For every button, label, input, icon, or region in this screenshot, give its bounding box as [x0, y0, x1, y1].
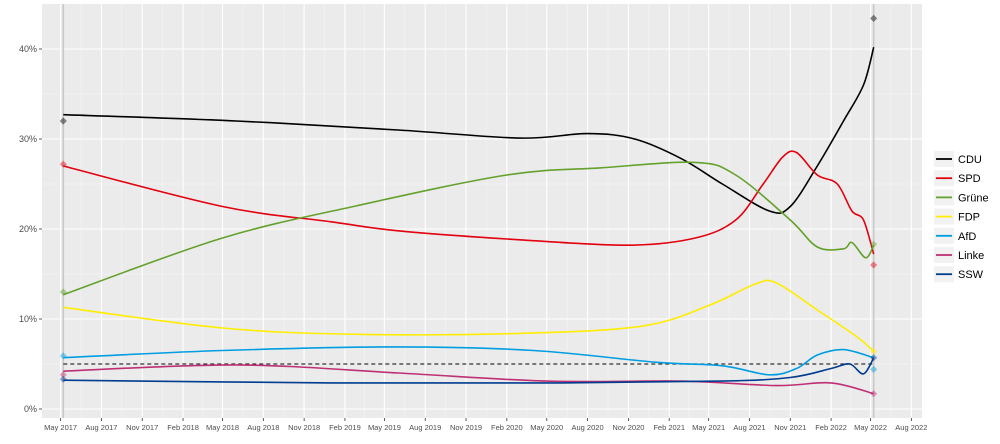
x-tick-label: Nov 2019: [450, 423, 482, 432]
x-tick-label: Nov 2020: [612, 423, 644, 432]
x-tick-label: Nov 2017: [126, 423, 158, 432]
x-tick-label: Feb 2022: [815, 423, 847, 432]
result-marker-afd: [870, 365, 878, 373]
x-tick-label: Feb 2021: [653, 423, 685, 432]
series-line-spd: [63, 150, 875, 255]
x-tick-label: Aug 2021: [733, 423, 765, 432]
legend-label-cdu: CDU: [958, 154, 982, 166]
series-line-gr-ne: [63, 161, 875, 296]
x-tick-label: Feb 2019: [329, 423, 361, 432]
series-line-afd: [63, 346, 874, 376]
x-tick-label: Aug 2020: [572, 423, 604, 432]
x-tick-label: Nov 2021: [774, 423, 806, 432]
result-marker-linke: [870, 390, 878, 398]
legend-label-spd: SPD: [958, 173, 981, 185]
x-tick-label: May 2019: [368, 423, 401, 432]
x-tick-label: Aug 2019: [409, 423, 441, 432]
result-marker-spd: [59, 160, 67, 168]
series-line-ssw: [63, 357, 875, 384]
legend-label-ssw: SSW: [958, 269, 984, 281]
x-tick-label: May 2018: [206, 423, 239, 432]
series-line-linke: [63, 364, 874, 395]
x-tick-label: Feb 2018: [167, 423, 199, 432]
x-tick-label: May 2020: [530, 423, 563, 432]
x-tick-label: Aug 2018: [247, 423, 279, 432]
result-marker-fdp: [870, 347, 878, 355]
y-tick-label: 20%: [19, 224, 37, 234]
result-marker-cdu: [59, 117, 67, 125]
result-marker-gr-ne: [870, 240, 878, 248]
series-line-cdu: [63, 46, 875, 215]
y-tick-label: 40%: [19, 44, 37, 54]
x-tick-label: May 2017: [44, 423, 77, 432]
result-marker-cdu: [870, 14, 878, 22]
x-tick-label: May 2021: [692, 423, 725, 432]
x-tick-label: Feb 2020: [491, 423, 523, 432]
x-tick-label: Aug 2017: [85, 423, 117, 432]
legend-label-linke: Linke: [958, 250, 984, 262]
legend-label-fdp: FDP: [958, 212, 980, 224]
y-tick-label: 30%: [19, 134, 37, 144]
result-marker-gr-ne: [59, 288, 67, 296]
grid-lines: [42, 4, 922, 418]
x-tick-label: Nov 2018: [288, 423, 320, 432]
y-tick-label: 0%: [24, 404, 37, 414]
result-marker-spd: [870, 261, 878, 269]
x-tick-label: Aug 2022: [895, 423, 927, 432]
result-marker-afd: [59, 352, 67, 360]
legend-label-afd: AfD: [958, 231, 976, 243]
legend-label-gr-ne: Grüne: [958, 192, 989, 204]
plot-background: [42, 4, 922, 418]
x-tick-label: May 2022: [854, 423, 887, 432]
result-marker-linke: [59, 371, 67, 379]
result-marker-ssw: [870, 354, 878, 362]
series-line-fdp: [63, 279, 875, 353]
result-marker-ssw: [59, 375, 67, 383]
y-tick-label: 10%: [19, 314, 37, 324]
